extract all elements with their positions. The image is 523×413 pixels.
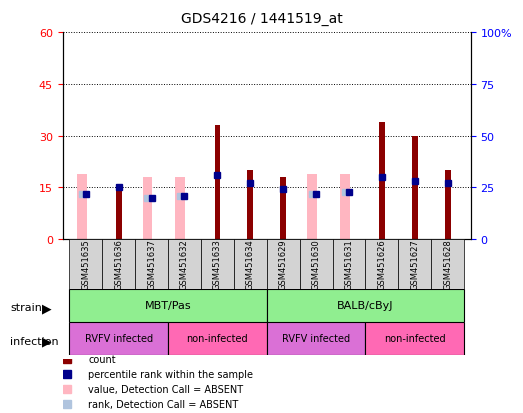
Text: ▶: ▶ bbox=[42, 301, 52, 314]
FancyBboxPatch shape bbox=[267, 240, 300, 289]
Text: count: count bbox=[88, 354, 116, 364]
FancyBboxPatch shape bbox=[70, 240, 102, 289]
Text: non-infected: non-infected bbox=[187, 334, 248, 344]
Text: BALB/cByJ: BALB/cByJ bbox=[337, 301, 394, 311]
Text: ▶: ▶ bbox=[42, 334, 52, 347]
Text: RVFV infected: RVFV infected bbox=[85, 334, 153, 344]
FancyBboxPatch shape bbox=[168, 322, 267, 355]
Text: GSM451632: GSM451632 bbox=[180, 239, 189, 290]
Text: GSM451636: GSM451636 bbox=[114, 239, 123, 290]
Bar bbox=[445, 171, 450, 240]
Bar bbox=[307, 174, 317, 240]
Text: percentile rank within the sample: percentile rank within the sample bbox=[88, 369, 253, 379]
Text: GDS4216 / 1441519_at: GDS4216 / 1441519_at bbox=[180, 12, 343, 26]
FancyBboxPatch shape bbox=[102, 240, 135, 289]
Text: infection: infection bbox=[10, 336, 59, 346]
Text: MBT/Pas: MBT/Pas bbox=[145, 301, 191, 311]
Bar bbox=[143, 178, 152, 240]
FancyBboxPatch shape bbox=[201, 240, 234, 289]
FancyBboxPatch shape bbox=[431, 240, 464, 289]
Bar bbox=[247, 171, 253, 240]
Text: GSM451630: GSM451630 bbox=[312, 239, 321, 290]
FancyBboxPatch shape bbox=[366, 322, 464, 355]
Text: GSM451633: GSM451633 bbox=[213, 239, 222, 290]
Text: GSM451628: GSM451628 bbox=[443, 239, 452, 290]
FancyBboxPatch shape bbox=[300, 240, 333, 289]
FancyBboxPatch shape bbox=[70, 322, 168, 355]
Bar bbox=[116, 185, 121, 240]
Text: GSM451635: GSM451635 bbox=[81, 239, 90, 290]
FancyBboxPatch shape bbox=[333, 240, 366, 289]
FancyBboxPatch shape bbox=[366, 240, 399, 289]
Text: GSM451631: GSM451631 bbox=[345, 239, 354, 290]
Text: rank, Detection Call = ABSENT: rank, Detection Call = ABSENT bbox=[88, 399, 238, 409]
Text: non-infected: non-infected bbox=[384, 334, 446, 344]
Bar bbox=[340, 174, 350, 240]
FancyBboxPatch shape bbox=[135, 240, 168, 289]
Bar bbox=[280, 178, 286, 240]
Bar bbox=[379, 123, 385, 240]
FancyBboxPatch shape bbox=[267, 322, 366, 355]
Bar bbox=[412, 136, 418, 240]
Text: GSM451627: GSM451627 bbox=[410, 239, 419, 290]
Text: RVFV infected: RVFV infected bbox=[282, 334, 350, 344]
FancyBboxPatch shape bbox=[168, 240, 201, 289]
FancyBboxPatch shape bbox=[399, 240, 431, 289]
Text: GSM451634: GSM451634 bbox=[246, 239, 255, 290]
Bar bbox=[77, 174, 87, 240]
FancyBboxPatch shape bbox=[234, 240, 267, 289]
FancyBboxPatch shape bbox=[70, 289, 267, 322]
Bar bbox=[175, 178, 185, 240]
Text: GSM451626: GSM451626 bbox=[378, 239, 386, 290]
Text: strain: strain bbox=[10, 303, 42, 313]
Text: value, Detection Call = ABSENT: value, Detection Call = ABSENT bbox=[88, 385, 243, 394]
Text: GSM451637: GSM451637 bbox=[147, 239, 156, 290]
FancyBboxPatch shape bbox=[267, 289, 464, 322]
Bar bbox=[214, 126, 220, 240]
Text: GSM451629: GSM451629 bbox=[279, 239, 288, 290]
